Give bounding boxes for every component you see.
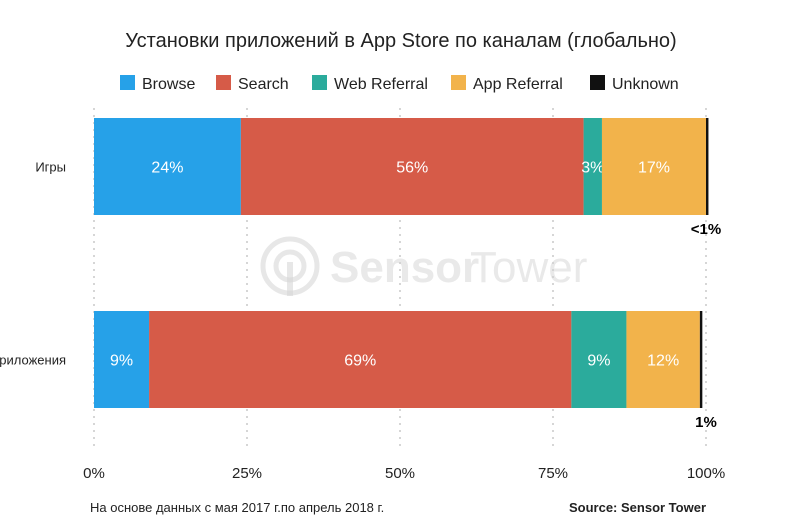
bars: 24% 56% 3% 17% <1% 9% 69% 9% 12% 1% [94,118,721,431]
bar-segment [583,118,602,215]
legend-label: Unknown [612,76,679,93]
category-label: Игры [35,160,66,175]
chart-title: Установки приложений в App Store по кана… [125,30,676,52]
data-label: 9% [110,353,133,370]
legend-swatch [451,75,466,90]
bar-segment [601,118,706,215]
data-label: 9% [587,353,610,370]
footnote: На основе данных с мая 2017 г.по апрель … [90,500,384,515]
bar-segment [149,311,572,408]
watermark: Sensor Tower [260,236,587,296]
legend-label: Browse [142,76,195,93]
data-label: 12% [647,353,679,370]
x-axis-ticks: 0% 25% 50% 75% 100% [83,465,725,482]
data-label: 69% [344,353,376,370]
legend: Browse Search Web Referral App Referral Unkn… [120,75,679,93]
bar-segment [240,118,584,215]
category-label: Приложения [0,353,66,368]
bar-segment [706,118,709,215]
x-tick-label: 25% [232,465,262,482]
unknown-share-label: 1% [695,414,717,431]
data-label: 3% [581,160,604,177]
legend-label: App Referral [473,76,563,93]
legend-label: Web Referral [334,76,428,93]
legend-swatch [216,75,231,90]
legend-swatch [590,75,605,90]
bar-segment [699,311,703,408]
unknown-share-label: <1% [691,221,721,238]
category-labels: Игры Приложения [0,160,66,368]
watermark-text-a: Sensor [330,243,479,292]
data-label: 56% [396,160,428,177]
bar-segment [94,311,150,408]
bar-segment [571,311,627,408]
legend-swatch [312,75,327,90]
source-label: Source: Sensor Tower [569,500,706,515]
data-label: 17% [638,160,670,177]
sensor-tower-logo-icon [260,236,320,296]
x-tick-label: 75% [538,465,568,482]
x-tick-label: 0% [83,465,105,482]
legend-label: Search [238,76,289,93]
x-tick-label: 100% [687,465,725,482]
bar-segment [94,118,241,215]
legend-swatch [120,75,135,90]
x-tick-label: 50% [385,465,415,482]
bar-segment [626,311,700,408]
watermark-text-b: Tower [470,243,587,292]
data-label: 24% [151,160,183,177]
